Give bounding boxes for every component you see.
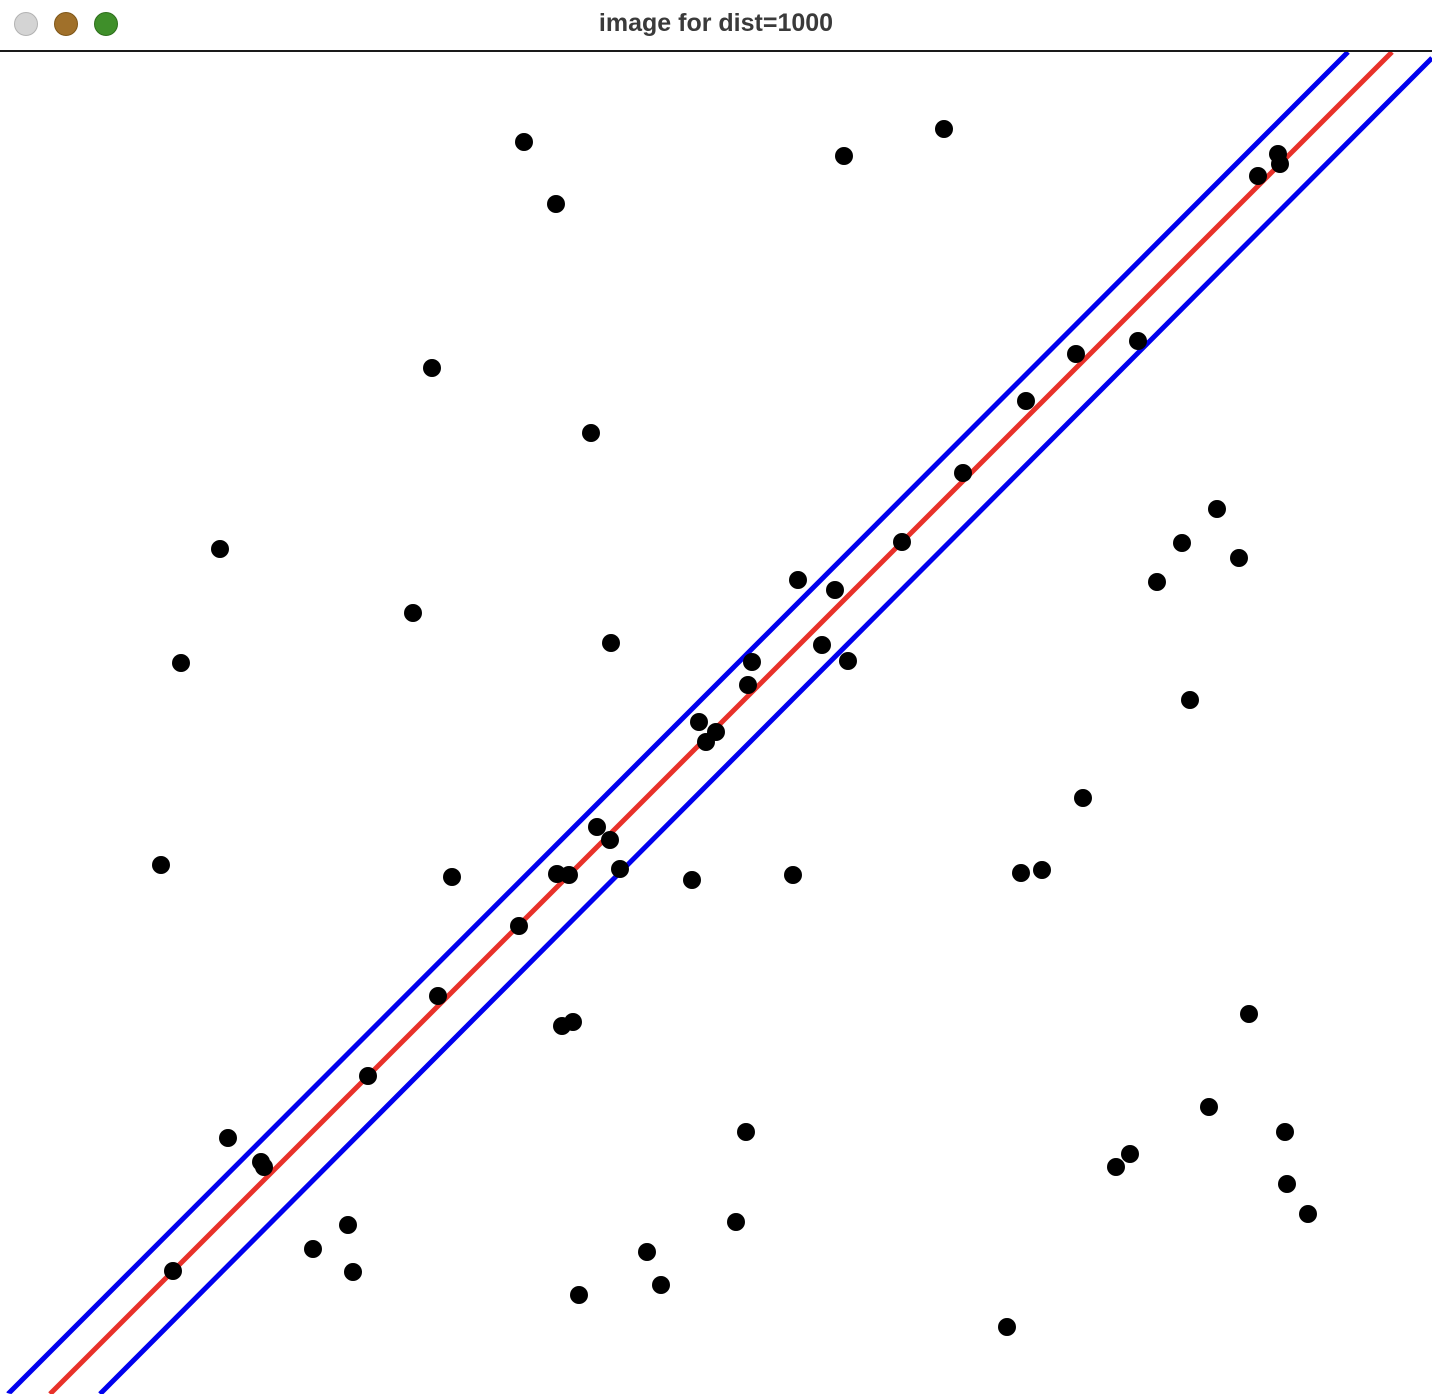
lower-boundary-line <box>98 56 1432 1394</box>
data-point <box>737 1123 755 1141</box>
data-point <box>839 652 857 670</box>
data-point <box>443 868 461 886</box>
data-point <box>164 1262 182 1280</box>
data-point <box>510 917 528 935</box>
fit-line <box>48 52 1394 1394</box>
data-point <box>998 1318 1016 1336</box>
data-point <box>1012 864 1030 882</box>
data-point <box>743 653 761 671</box>
data-point <box>570 1286 588 1304</box>
data-point <box>1121 1145 1139 1163</box>
data-point <box>560 866 578 884</box>
data-point <box>423 359 441 377</box>
data-point <box>1249 167 1267 185</box>
data-point <box>1230 549 1248 567</box>
data-point <box>683 871 701 889</box>
upper-boundary-line <box>6 52 1350 1394</box>
image-canvas <box>0 52 1432 1394</box>
data-point <box>697 733 715 751</box>
data-point <box>835 147 853 165</box>
data-point <box>893 533 911 551</box>
data-point <box>1278 1175 1296 1193</box>
data-point <box>1074 789 1092 807</box>
data-point <box>404 604 422 622</box>
data-point <box>1271 155 1289 173</box>
data-point <box>172 654 190 672</box>
data-point <box>1129 332 1147 350</box>
data-point <box>935 120 953 138</box>
window-title: image for dist=1000 <box>598 9 834 37</box>
data-point <box>813 636 831 654</box>
data-point <box>219 1129 237 1147</box>
data-point <box>582 424 600 442</box>
data-point <box>1107 1158 1125 1176</box>
data-point <box>611 860 629 878</box>
data-point <box>1017 392 1035 410</box>
data-point <box>255 1158 273 1176</box>
points-layer <box>152 120 1317 1336</box>
data-point <box>564 1013 582 1031</box>
data-point <box>739 676 757 694</box>
data-point <box>515 133 533 151</box>
data-point <box>1181 691 1199 709</box>
data-point <box>359 1067 377 1085</box>
data-point <box>789 571 807 589</box>
data-point <box>1067 345 1085 363</box>
data-point <box>1148 573 1166 591</box>
data-point <box>954 464 972 482</box>
data-point <box>211 540 229 558</box>
data-point <box>547 195 565 213</box>
data-point <box>152 856 170 874</box>
data-point <box>690 713 708 731</box>
data-point <box>784 866 802 884</box>
data-point <box>588 818 606 836</box>
data-point <box>727 1213 745 1231</box>
data-point <box>602 634 620 652</box>
data-point <box>1299 1205 1317 1223</box>
data-point <box>339 1216 357 1234</box>
data-point <box>826 581 844 599</box>
data-point <box>1173 534 1191 552</box>
data-point <box>304 1240 322 1258</box>
data-point <box>638 1243 656 1261</box>
data-point <box>1276 1123 1294 1141</box>
data-point <box>429 987 447 1005</box>
close-button[interactable] <box>14 12 38 36</box>
minimize-button[interactable] <box>54 12 78 36</box>
lines-layer <box>6 52 1432 1394</box>
data-point <box>1033 861 1051 879</box>
zoom-button[interactable] <box>94 12 118 36</box>
data-point <box>1208 500 1226 518</box>
data-point <box>1240 1005 1258 1023</box>
data-point <box>344 1263 362 1281</box>
data-point <box>601 831 619 849</box>
data-point <box>652 1276 670 1294</box>
data-point <box>1200 1098 1218 1116</box>
plot-svg <box>6 52 1432 1394</box>
title-bar[interactable]: image for dist=1000 <box>0 0 1432 52</box>
